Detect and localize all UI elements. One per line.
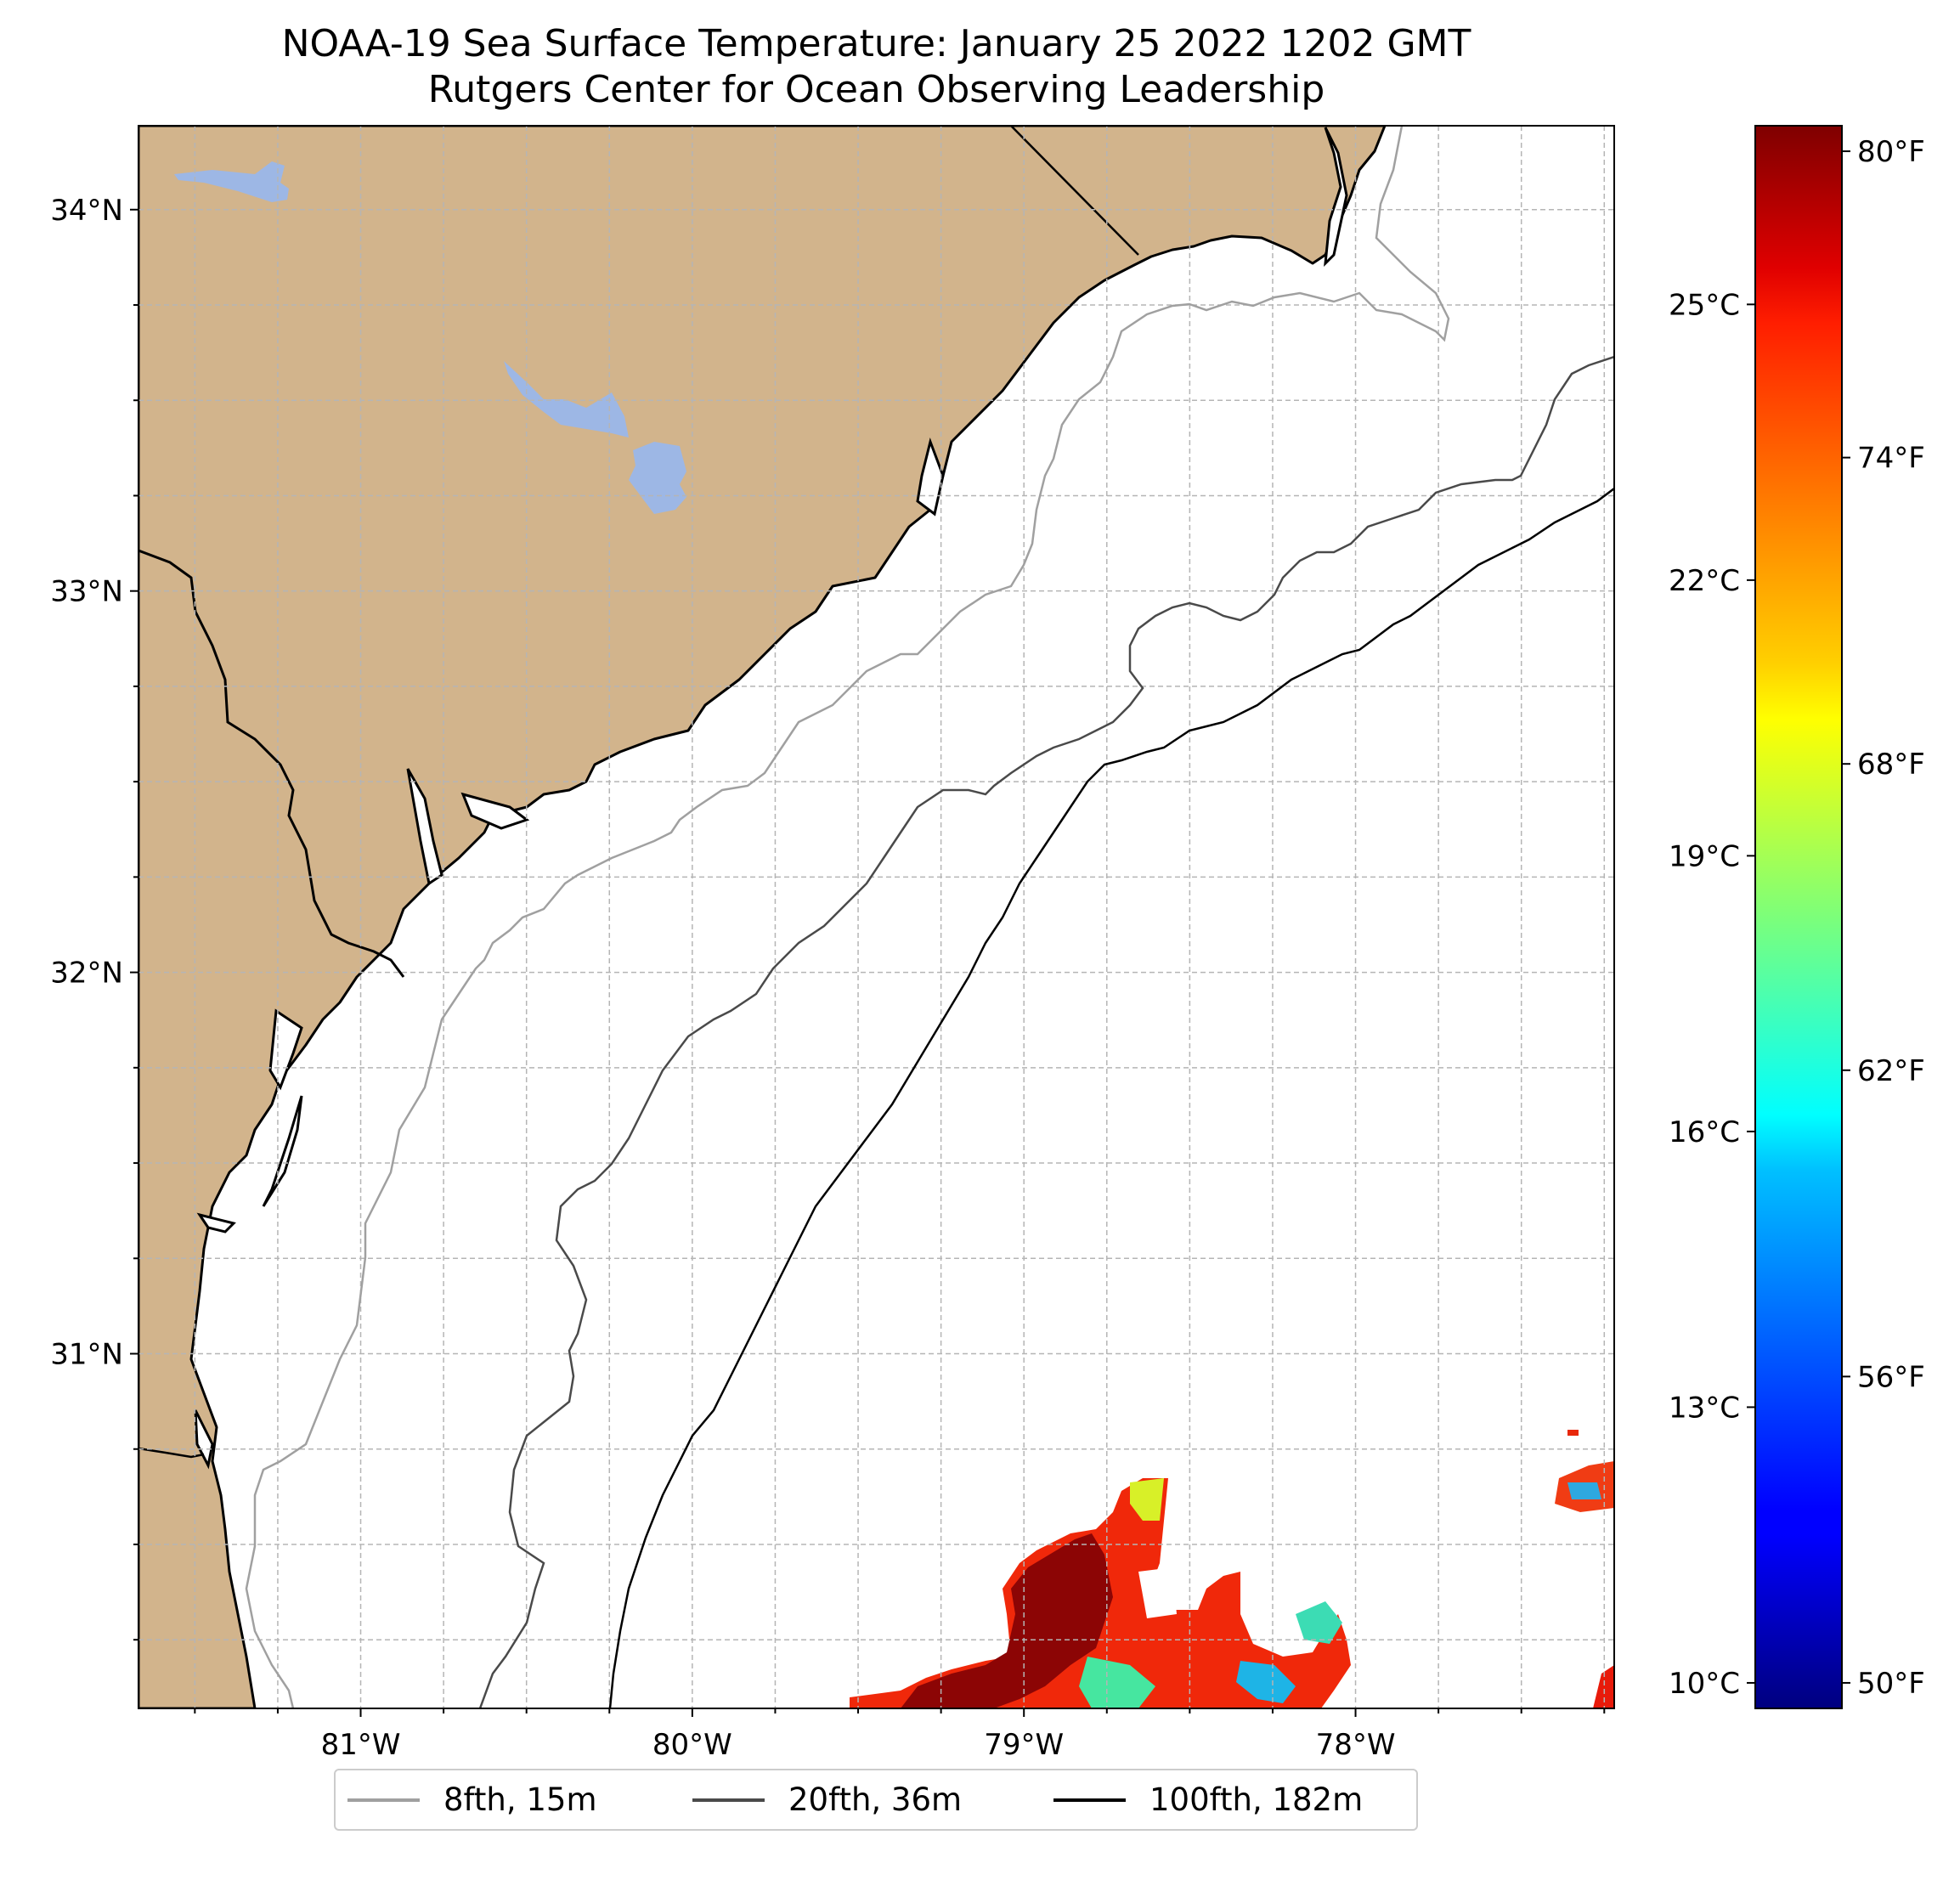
sound-water xyxy=(460,792,530,830)
sst-patch-warm xyxy=(1593,1665,1614,1708)
colorbar-label-c: 16°C xyxy=(1669,1115,1740,1149)
colorbar-label-c: 13°C xyxy=(1669,1391,1740,1425)
legend-swatch-8fth xyxy=(347,1798,420,1802)
state-border xyxy=(1010,126,1139,256)
isobath-8fth xyxy=(245,126,1450,1708)
colorbar-label-f: 62°F xyxy=(1857,1054,1925,1088)
lake xyxy=(504,361,629,438)
legend-swatch-100fth xyxy=(1053,1798,1126,1802)
legend-label-20fth: 20fth, 36m xyxy=(788,1781,963,1818)
legend-item-100fth: 100fth, 182m xyxy=(1053,1770,1363,1829)
sst-patch-cool xyxy=(1236,1661,1296,1703)
isobath-legend: 8fth, 15m 20fth, 36m 100fth, 182m xyxy=(334,1769,1418,1831)
sst-patch-cool xyxy=(1567,1482,1601,1499)
colorbar-label-f: 50°F xyxy=(1857,1667,1925,1701)
lat-tick-label: 31°N xyxy=(50,1338,123,1372)
chart-subtitle: Rutgers Center for Ocean Observing Leade… xyxy=(427,68,1325,111)
map-axes: 81°W 80°W 79°W 78°W 34°N 33°N 32°N 31°N xyxy=(50,194,1606,1762)
sst-patch-mild xyxy=(1130,1478,1164,1521)
sst-data-layer xyxy=(850,1430,1614,1708)
sst-gap xyxy=(1138,1567,1177,1618)
chart-title: NOAA-19 Sea Surface Temperature: January… xyxy=(281,22,1471,65)
map-frame xyxy=(138,125,1615,1709)
colorbar xyxy=(1754,125,1843,1709)
colorbar-label-f: 80°F xyxy=(1857,135,1925,169)
sound-water xyxy=(262,1095,303,1207)
isobath-20fth xyxy=(478,355,1614,1708)
sst-patch-hot xyxy=(901,1533,1113,1708)
colorbar-label-c: 19°C xyxy=(1669,839,1740,873)
colorbar-label-c: 22°C xyxy=(1669,564,1740,598)
colorbar-label-f: 74°F xyxy=(1857,442,1925,476)
sst-patch-cool xyxy=(1079,1657,1155,1708)
sst-patch-cool xyxy=(1296,1601,1342,1644)
lon-tick-label: 79°W xyxy=(984,1728,1064,1762)
legend-item-8fth: 8fth, 15m xyxy=(347,1770,597,1829)
sst-patch-warm xyxy=(1567,1430,1579,1436)
colorbar-label-f: 56°F xyxy=(1857,1360,1925,1394)
lon-tick-label: 80°W xyxy=(652,1728,732,1762)
sound-water xyxy=(196,1212,236,1234)
legend-label-8fth: 8fth, 15m xyxy=(443,1781,597,1818)
lon-tick-label: 81°W xyxy=(321,1728,401,1762)
legend-item-20fth: 20fth, 36m xyxy=(692,1770,962,1829)
sound-water xyxy=(406,768,443,886)
map-gridlines xyxy=(138,126,1614,1708)
colorbar-label-c: 10°C xyxy=(1669,1667,1740,1701)
land-mass xyxy=(138,126,1387,1708)
lake xyxy=(174,161,289,202)
legend-swatch-20fth xyxy=(692,1798,765,1802)
colorbar-label-c: 25°C xyxy=(1669,288,1740,322)
colorbar-label-f: 68°F xyxy=(1857,748,1925,782)
state-border xyxy=(138,1447,205,1459)
lon-tick-label: 78°W xyxy=(1316,1728,1396,1762)
lat-tick-label: 34°N xyxy=(50,194,123,228)
legend-label-100fth: 100fth, 182m xyxy=(1149,1781,1364,1818)
isobath-100fth xyxy=(608,488,1614,1708)
map-area xyxy=(138,126,1614,1708)
lat-tick-label: 32°N xyxy=(50,957,123,991)
sound-water xyxy=(194,1409,214,1470)
sound-water xyxy=(1324,127,1348,268)
colorbar-ticks: 80°F 74°F 68°F 62°F 56°F 50°F 25°C 22°C 19°C 16°C… xyxy=(1669,135,1925,1701)
lat-tick-label: 33°N xyxy=(50,575,123,609)
